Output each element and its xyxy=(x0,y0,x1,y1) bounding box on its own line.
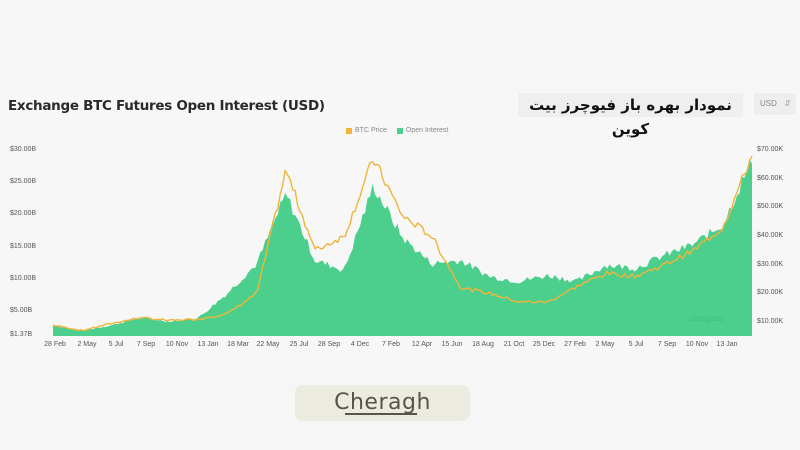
y-right-tick: $30.00K xyxy=(757,261,784,268)
x-tick: 10 Nov xyxy=(685,341,709,348)
x-tick: 28 Sep xyxy=(317,341,341,348)
x-tick: 12 Apr xyxy=(411,341,433,348)
x-tick: 4 Dec xyxy=(350,341,370,348)
x-tick: 2 May xyxy=(595,341,615,348)
x-tick: 25 Dec xyxy=(532,341,556,348)
x-tick: 2 May xyxy=(77,341,97,348)
up-down-chevron-icon: ⇵ xyxy=(784,99,791,108)
x-tick: 28 Feb xyxy=(44,341,66,348)
legend-swatch-icon xyxy=(396,127,403,134)
y-left-tick: $15.00B xyxy=(10,243,37,250)
persian-overlay-title: نمودار بهره باز فیوچرز بیت کوین xyxy=(518,93,743,138)
legend-swatch-icon xyxy=(346,127,352,134)
y-right-tick: $70.00K xyxy=(757,146,784,153)
y-left-tick: $25.00B xyxy=(10,178,37,185)
x-tick: 21 Oct xyxy=(503,341,525,348)
x-tick: 27 Feb xyxy=(564,341,586,348)
x-tick: 13 Jan xyxy=(197,341,219,348)
y-right-tick: $60.00K xyxy=(757,175,784,182)
x-tick: 13 Jan xyxy=(716,341,738,348)
x-tick: 18 Aug xyxy=(472,341,494,348)
y-right-tick: $40.00K xyxy=(757,232,784,239)
currency-select[interactable]: USD ⇵ xyxy=(754,93,796,115)
chart-title: Exchange BTC Futures Open Interest (USD) xyxy=(8,98,325,114)
x-tick: 25 Jul xyxy=(289,341,309,348)
x-tick: 22 May xyxy=(256,341,280,348)
y-right-tick: $20.00K xyxy=(757,289,784,296)
y-left-tick: $5.00B xyxy=(10,307,33,314)
x-tick: 15 Jun xyxy=(441,341,463,348)
y-right-tick: $50.00K xyxy=(757,203,784,210)
logo-text: Cheragh xyxy=(334,389,431,415)
y-right-tick: $10.00K xyxy=(757,318,784,325)
coinglass-watermark: coinglass xyxy=(690,314,724,323)
logo-underline xyxy=(345,413,417,415)
cheragh-logo: Cheragh xyxy=(295,385,470,421)
x-tick: 7 Sep xyxy=(657,341,677,348)
x-tick: 18 Mar xyxy=(227,341,249,348)
y-left-tick: $10.00B xyxy=(10,275,37,282)
x-tick: 5 Jul xyxy=(108,341,124,348)
x-tick: 5 Jul xyxy=(628,341,644,348)
x-tick: 7 Feb xyxy=(382,341,400,348)
btc-price-line xyxy=(52,155,753,332)
chart-legend: BTC Price Open Interest xyxy=(346,127,448,134)
y-left-tick: $20.00B xyxy=(10,210,37,217)
currency-select-value: USD xyxy=(760,99,777,108)
y-left-tick: $30.00B xyxy=(10,146,37,153)
y-left-tick: $1.37B xyxy=(10,331,33,338)
x-tick: 10 Nov xyxy=(165,341,189,348)
legend-item-open-interest[interactable]: Open Interest xyxy=(396,127,448,134)
x-tick: 7 Sep xyxy=(136,341,156,348)
legend-item-btc-price[interactable]: BTC Price xyxy=(346,127,387,134)
open-interest-area xyxy=(53,158,752,336)
